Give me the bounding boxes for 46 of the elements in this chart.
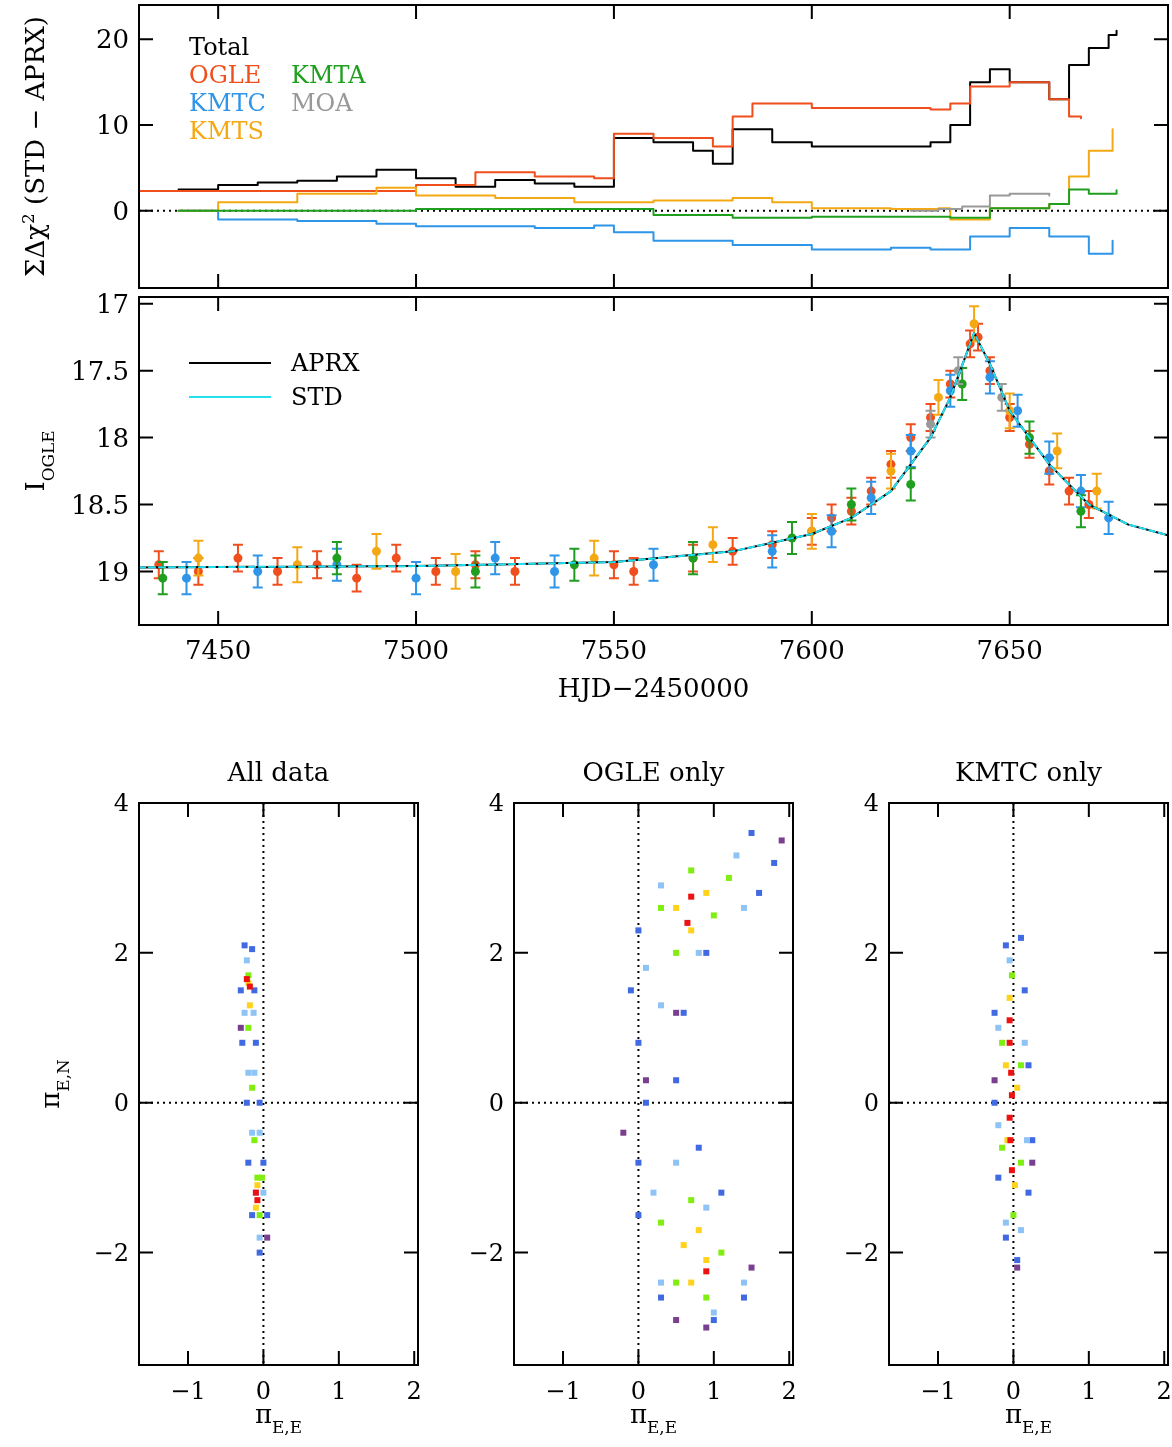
y-tick-label: 17.5 bbox=[71, 355, 129, 386]
x-tick-label: 7600 bbox=[778, 635, 845, 665]
x-axis-title: HJD−2450000 bbox=[557, 673, 750, 703]
text: KMTA bbox=[291, 61, 367, 89]
x-tick-label: 1 bbox=[706, 1377, 722, 1405]
x-tick-label: 7650 bbox=[976, 635, 1043, 665]
y-tick-label: −2 bbox=[843, 1239, 879, 1267]
y-tick-label: 18.5 bbox=[71, 489, 129, 520]
y-tick-label: 4 bbox=[113, 789, 129, 818]
x-tick-label: 2 bbox=[406, 1377, 422, 1405]
legend-label: APRX bbox=[290, 349, 360, 378]
chart-title: All data bbox=[226, 757, 330, 787]
y-tick-label: 4 bbox=[863, 789, 879, 818]
y-tick-label: 0 bbox=[113, 1089, 129, 1118]
x-tick-label: −1 bbox=[920, 1377, 956, 1405]
y-tick-label: 17 bbox=[95, 288, 129, 319]
y-tick-label: 0 bbox=[112, 195, 129, 226]
text: KMTC bbox=[189, 89, 266, 117]
x-tick-label: 1 bbox=[1081, 1377, 1097, 1405]
y-tick-label: 10 bbox=[95, 110, 129, 141]
x-tick-label: 7450 bbox=[185, 635, 252, 665]
legend-label: STD bbox=[291, 383, 343, 412]
chart-title: OGLE only bbox=[582, 757, 725, 787]
x-tick-label: −1 bbox=[170, 1377, 206, 1405]
text: MOA bbox=[291, 89, 354, 117]
x-tick-label: −1 bbox=[545, 1377, 581, 1405]
y-tick-label: 19 bbox=[95, 556, 129, 587]
x-tick-label: 7550 bbox=[580, 635, 648, 665]
y-tick-label: 2 bbox=[488, 939, 504, 968]
y-tick-label: −2 bbox=[468, 1239, 504, 1267]
y-tick-label: 2 bbox=[863, 939, 879, 968]
x-tick-label: 7500 bbox=[382, 635, 450, 665]
text: KMTS bbox=[189, 117, 264, 145]
y-tick-label: 18 bbox=[95, 422, 129, 453]
chart-title: KMTC only bbox=[955, 757, 1103, 787]
text: OGLE bbox=[189, 61, 262, 89]
legend-label: Total bbox=[189, 33, 250, 61]
y-tick-label: 0 bbox=[488, 1089, 504, 1118]
y-tick-label: 4 bbox=[488, 789, 504, 818]
y-tick-label: 20 bbox=[95, 24, 129, 55]
y-tick-label: 0 bbox=[863, 1089, 879, 1118]
y-tick-label: 2 bbox=[113, 939, 129, 968]
y-tick-label: −2 bbox=[93, 1239, 129, 1267]
x-tick-label: 1 bbox=[331, 1377, 347, 1405]
x-tick-label: 2 bbox=[1156, 1377, 1172, 1405]
x-tick-label: 2 bbox=[781, 1377, 797, 1405]
